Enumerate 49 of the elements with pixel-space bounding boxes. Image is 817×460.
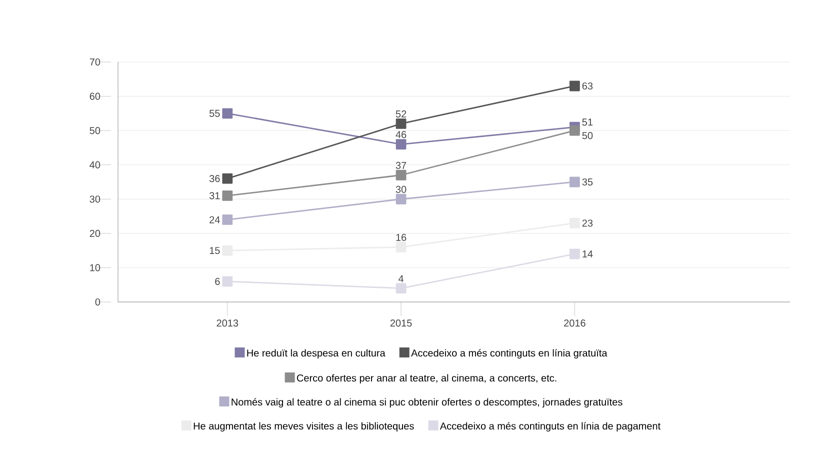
point <box>396 283 406 294</box>
point <box>569 176 580 188</box>
point <box>396 170 406 180</box>
data-label: 51 <box>582 118 593 126</box>
data-label: 30 <box>396 186 406 193</box>
data-label: 14 <box>582 250 593 258</box>
y-tick-label: 10 <box>90 264 100 272</box>
data-label: 50 <box>582 132 593 140</box>
data-label: 4 <box>398 275 404 282</box>
y-tick-label: 40 <box>90 161 100 168</box>
data-label: 35 <box>582 178 593 186</box>
data-label: 63 <box>582 82 593 90</box>
legend-label: Accedeixo a més continguts en línia de pagament <box>440 422 661 432</box>
legend-label: He augmentat les meves visites a les biblioteques <box>194 422 414 432</box>
data-label: 24 <box>210 216 220 224</box>
legend-label: Cerco ofertes per anar al teatre, al cinema, a concerts, etc. <box>297 374 556 384</box>
data-label: 46 <box>396 130 406 138</box>
y-tick-label: 70 <box>90 58 100 66</box>
legend-label: Accedeixo a més continguts en línia gratuïta <box>411 349 608 359</box>
x-tick-label: 2013 <box>216 320 238 327</box>
data-label: 16 <box>396 234 406 241</box>
x-tick-label: 2015 <box>390 320 412 327</box>
legend-label: Només vaig al teatre o al cinema si puc obtenir ofertes o descomptes, jornades gratuïtes <box>232 398 622 408</box>
data-label: 37 <box>396 162 406 169</box>
x-tick-label: 2016 <box>564 320 586 327</box>
data-label: 52 <box>396 110 406 118</box>
data-label: 23 <box>582 220 593 227</box>
y-tick-label: 30 <box>90 196 100 203</box>
y-tick-label: 50 <box>90 127 100 134</box>
point <box>396 139 406 150</box>
point <box>569 248 580 260</box>
point <box>222 108 233 119</box>
y-tick-label: 60 <box>90 92 100 100</box>
point <box>222 276 233 287</box>
point <box>222 190 233 201</box>
y-tick-label: 0 <box>95 298 100 306</box>
data-label: 6 <box>215 278 220 285</box>
point <box>222 173 233 184</box>
point <box>396 194 406 204</box>
point <box>222 214 233 225</box>
point <box>396 118 406 129</box>
legend-label: He reduït la despesa en cultura <box>247 349 386 359</box>
data-label: 55 <box>209 110 220 117</box>
data-label: 36 <box>209 175 220 182</box>
y-tick-label: 20 <box>90 230 100 237</box>
data-label: 15 <box>210 247 220 254</box>
point <box>569 125 580 136</box>
data-label: 31 <box>209 192 220 200</box>
point <box>569 80 580 92</box>
